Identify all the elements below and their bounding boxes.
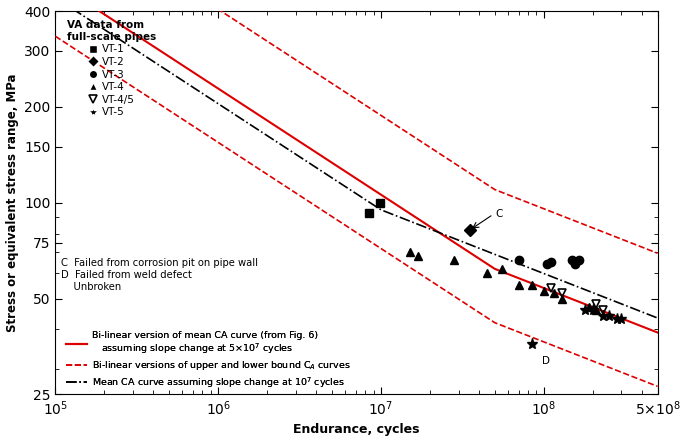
X-axis label: Endurance, cycles: Endurance, cycles xyxy=(293,423,420,436)
Y-axis label: Stress or equivalent stress range, MPa: Stress or equivalent stress range, MPa xyxy=(5,73,19,332)
Text: C: C xyxy=(496,209,504,219)
Text: D: D xyxy=(542,356,550,366)
Text: C  Failed from corrosion pit on pipe wall
D  Failed from weld defect
    Unbroke: C Failed from corrosion pit on pipe wall… xyxy=(61,258,259,292)
Legend: Bi-linear version of mean CA curve (from Fig. 6)
   assuming slope change at 5$\: Bi-linear version of mean CA curve (from… xyxy=(66,331,351,390)
